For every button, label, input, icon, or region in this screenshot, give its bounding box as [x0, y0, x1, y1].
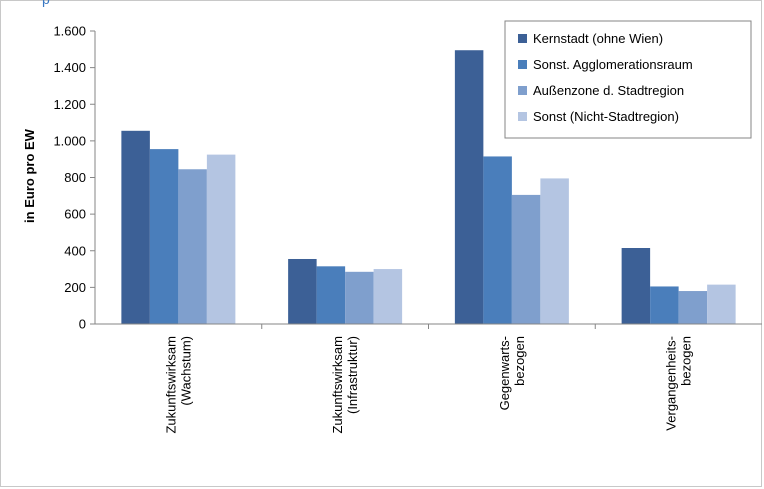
- y-tick-label: 800: [64, 170, 86, 185]
- legend-label: Außenzone d. Stadtregion: [533, 83, 684, 98]
- x-category-label: Zukunftswirksam: [330, 336, 345, 434]
- bars-group: [121, 50, 736, 325]
- bar-2: [316, 266, 346, 324]
- bar-4: [707, 284, 736, 324]
- bar-2: [650, 286, 679, 324]
- bar-4: [540, 178, 569, 324]
- x-category-label: (Infrastruktur): [345, 336, 360, 414]
- x-category-label: bezogen: [679, 336, 694, 386]
- legend-swatch: [518, 34, 527, 43]
- header-fragment: p: [0, 0, 120, 8]
- bar-1: [621, 248, 651, 324]
- bar-3: [678, 291, 708, 324]
- x-category-label: (Wachstum): [178, 336, 193, 406]
- x-category-label: bezogen: [512, 336, 527, 386]
- y-tick-label: 1.200: [53, 97, 86, 112]
- y-tick-label: 1.000: [53, 133, 86, 148]
- bar-2: [149, 149, 179, 324]
- legend: Kernstadt (ohne Wien) Sonst. Agglomeratio…: [504, 20, 752, 139]
- bar-1: [454, 50, 484, 325]
- y-tick-label: 1.600: [53, 24, 86, 39]
- y-tick-label: 400: [64, 243, 86, 258]
- x-categories-group: Zukunftswirksam (Wachstum) Zukunftswirksam…: [163, 336, 693, 434]
- y-ticks-group: 0 200 400 600 800 1.000 1.200 1.400 1.600: [53, 24, 95, 332]
- y-tick-label: 200: [64, 280, 86, 295]
- bar-4: [206, 154, 236, 324]
- x-category-label: Zukunftswirksam: [163, 336, 178, 434]
- y-axis-label: in Euro pro EW: [22, 128, 37, 223]
- legend-swatch: [518, 60, 527, 69]
- legend-label: Sonst. Agglomerationsraum: [533, 57, 693, 72]
- header-fragment-text: p: [42, 0, 50, 7]
- x-category-label: Vergangenheits-: [664, 336, 679, 431]
- x-category-label: Gegenwarts-: [497, 336, 512, 410]
- bar-3: [178, 169, 207, 324]
- bar-3: [511, 194, 541, 324]
- bar-4: [373, 269, 403, 324]
- y-tick-label: 0: [79, 317, 86, 332]
- y-tick-label: 1.400: [53, 60, 86, 75]
- bar-3: [345, 271, 374, 324]
- bar-2: [483, 156, 512, 324]
- legend-swatch: [518, 86, 527, 95]
- bar-1: [288, 258, 317, 324]
- legend-label: Kernstadt (ohne Wien): [533, 31, 663, 46]
- legend-box: [504, 20, 752, 139]
- bar-1: [121, 130, 150, 324]
- legend-label: Sonst (Nicht-Stadtregion): [533, 109, 679, 124]
- y-tick-label: 600: [64, 207, 86, 222]
- legend-swatch: [518, 112, 527, 121]
